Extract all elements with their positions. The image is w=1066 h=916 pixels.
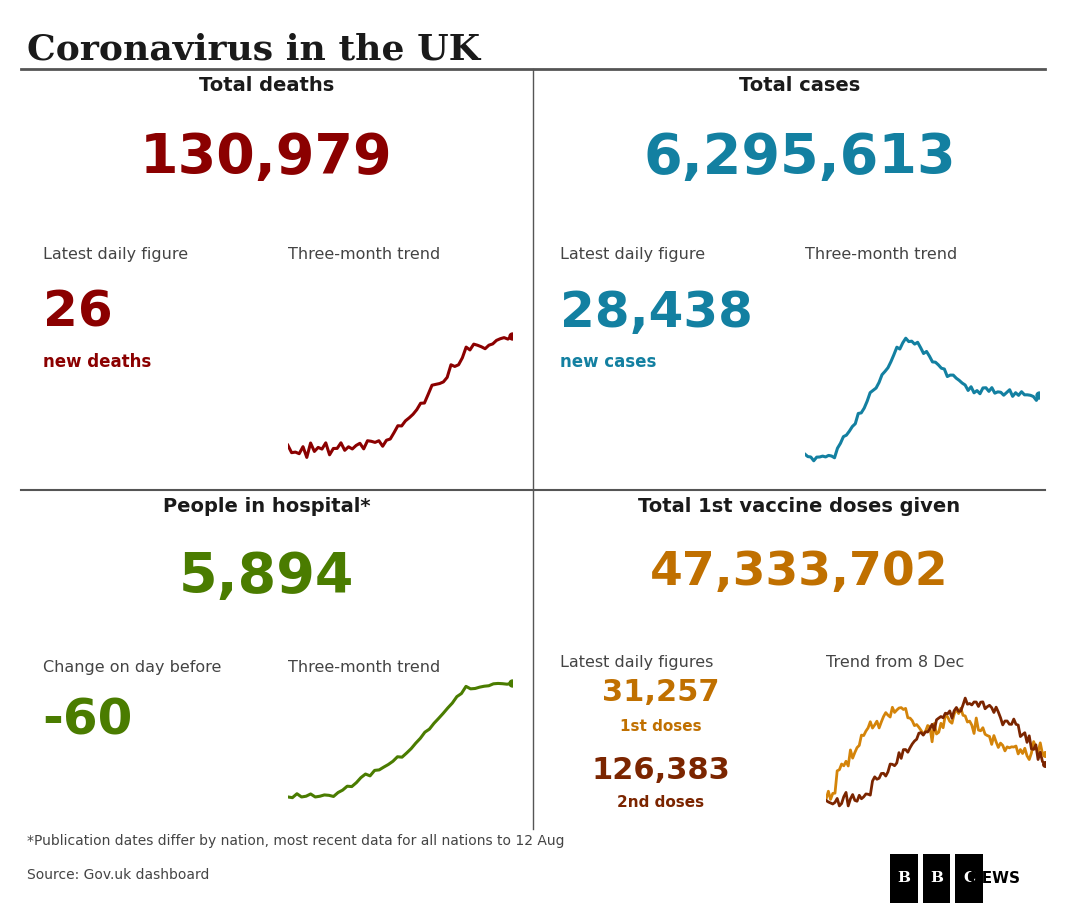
Text: 31,257: 31,257 xyxy=(602,678,720,707)
Text: People in hospital*: People in hospital* xyxy=(163,497,370,517)
Text: B: B xyxy=(898,871,910,886)
Text: Three-month trend: Three-month trend xyxy=(288,660,440,674)
Text: 2nd doses: 2nd doses xyxy=(617,795,705,810)
Bar xyxy=(922,854,951,903)
Text: 1st doses: 1st doses xyxy=(620,719,701,734)
Text: Latest daily figures: Latest daily figures xyxy=(560,655,713,670)
Text: -60: -60 xyxy=(43,696,133,744)
Text: 26: 26 xyxy=(43,289,112,336)
Text: Three-month trend: Three-month trend xyxy=(288,247,440,262)
Text: Coronavirus in the UK: Coronavirus in the UK xyxy=(27,32,480,66)
Text: *Publication dates differ by nation, most recent data for all nations to 12 Aug: *Publication dates differ by nation, mos… xyxy=(27,834,564,847)
Text: 126,383: 126,383 xyxy=(592,756,730,785)
Text: 28,438: 28,438 xyxy=(560,289,753,336)
Text: 6,295,613: 6,295,613 xyxy=(643,131,956,185)
Text: Latest daily figure: Latest daily figure xyxy=(560,247,705,262)
Text: 5,894: 5,894 xyxy=(179,550,354,604)
Text: 130,979: 130,979 xyxy=(141,131,392,185)
Text: Latest daily figure: Latest daily figure xyxy=(43,247,188,262)
Text: 47,333,702: 47,333,702 xyxy=(650,550,949,594)
Text: Change on day before: Change on day before xyxy=(43,660,221,674)
Text: Source: Gov.uk dashboard: Source: Gov.uk dashboard xyxy=(27,868,209,882)
Text: C: C xyxy=(963,871,975,886)
Text: Trend from 8 Dec: Trend from 8 Dec xyxy=(826,655,965,670)
Text: new deaths: new deaths xyxy=(43,353,151,371)
Bar xyxy=(890,854,918,903)
Text: Total cases: Total cases xyxy=(739,76,860,95)
Text: new cases: new cases xyxy=(560,353,656,371)
Text: Total deaths: Total deaths xyxy=(199,76,334,95)
Text: Total 1st vaccine doses given: Total 1st vaccine doses given xyxy=(639,497,960,517)
Text: B: B xyxy=(930,871,943,886)
Text: NEWS: NEWS xyxy=(970,871,1021,886)
Bar xyxy=(955,854,983,903)
Text: Three-month trend: Three-month trend xyxy=(805,247,957,262)
